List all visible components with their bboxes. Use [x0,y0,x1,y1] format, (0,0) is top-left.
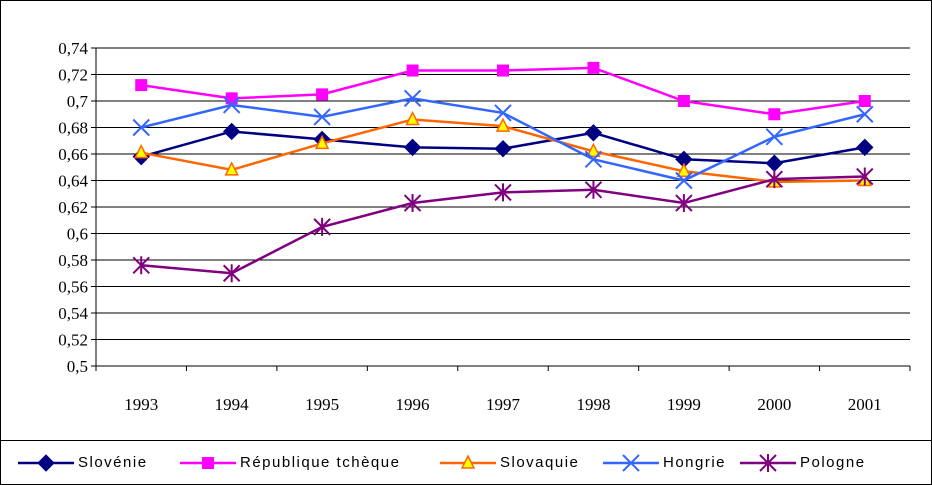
y-tick-label: 0,58 [58,251,88,270]
point [224,161,239,176]
point [586,142,601,158]
legend-marker [759,454,777,472]
legend-label: République tchèque [240,454,400,471]
x-tick-label: 1998 [576,395,610,414]
point [497,64,509,77]
x-tick-label: 1996 [396,395,430,414]
legend-label: Slovénie [78,454,148,471]
y-tick-label: 0,66 [58,145,88,164]
legend-marker [460,454,476,469]
x-tick-label: 2000 [757,395,791,414]
y-tick-label: 0,62 [58,198,88,217]
point [222,122,241,141]
point [765,170,784,189]
legend-marker [202,457,214,469]
y-tick-label: 0,64 [58,172,88,191]
point [677,95,690,107]
legend-label: Pologne [800,454,866,471]
legend-label: Hongrie [663,454,726,471]
y-tick-label: 0,74 [58,39,88,58]
point [856,138,874,157]
y-tick-label: 0,6 [67,225,88,244]
point [675,194,693,213]
x-tick-label: 1999 [667,395,701,414]
point [675,171,693,190]
point [765,128,784,146]
point [676,162,692,177]
legend-marker [37,454,55,472]
x-tick-label: 1993 [124,395,158,414]
point [768,108,781,121]
point [494,183,512,202]
point [134,143,149,159]
point [403,89,422,108]
point [856,167,874,186]
point [584,180,603,199]
x-tick-label: 1995 [305,395,339,414]
point [132,118,150,137]
y-tick-label: 0,72 [58,66,88,85]
point [406,64,419,77]
point [403,138,422,157]
point [584,124,603,142]
point [405,110,420,126]
x-tick-label: 1997 [486,395,521,414]
x-tick-label: 2001 [848,395,882,414]
y-tick-label: 0,54 [58,304,88,323]
point [494,104,512,122]
legend-marker [622,454,640,472]
point [313,217,331,236]
point [858,95,871,107]
y-tick-label: 0,5 [67,357,88,376]
point [313,108,331,126]
y-tick-label: 0,52 [58,331,88,350]
point [132,256,150,275]
y-tick-label: 0,68 [58,119,88,138]
point [584,150,603,169]
point [135,79,148,92]
point [495,117,511,132]
legend-label: Slovaquie [500,454,579,471]
y-tick-label: 0,56 [58,278,88,297]
point [225,92,238,105]
point [494,139,512,158]
x-tick-label: 1994 [215,395,250,414]
point [587,61,600,74]
point [856,105,874,123]
point [222,264,241,283]
point [316,88,329,101]
point [314,134,330,150]
y-tick-label: 0,7 [67,92,89,111]
point [403,194,422,213]
point [222,96,241,114]
